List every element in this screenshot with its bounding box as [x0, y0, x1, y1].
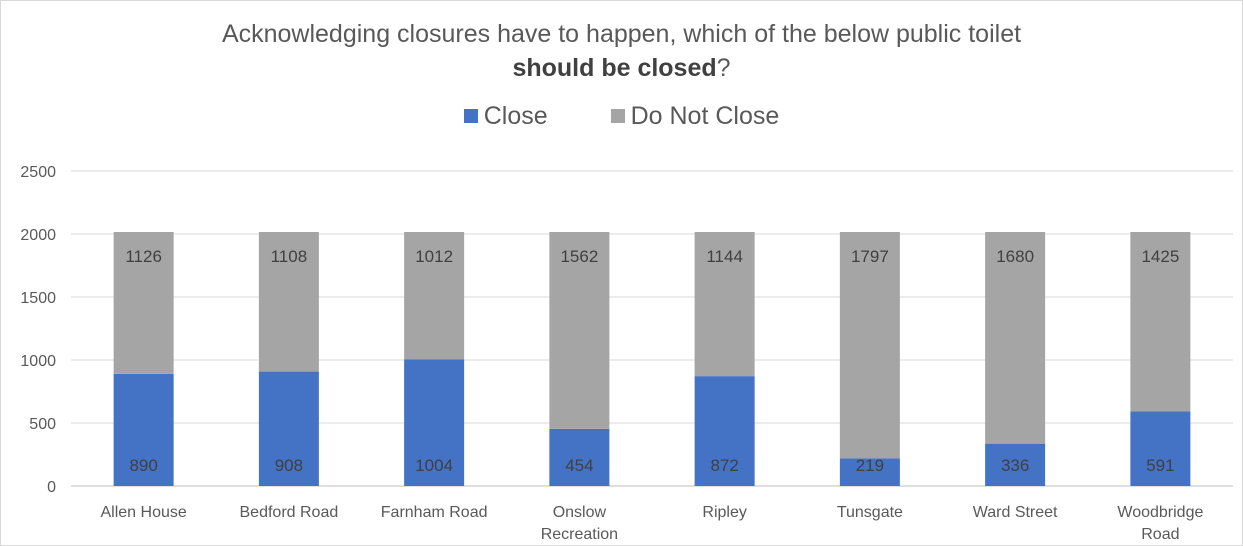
legend-item-do-not-close: Do Not Close [610, 101, 780, 131]
chart-title-suffix: ? [716, 54, 731, 82]
bar-segment-do-not-close [985, 231, 1046, 444]
data-label-close: 890 [129, 456, 157, 475]
data-label-close: 454 [565, 456, 593, 475]
bar-segment-do-not-close [258, 231, 319, 372]
x-tick-label: Road [1141, 526, 1179, 543]
bar-segment-close [404, 359, 465, 486]
x-tick-label: Allen House [100, 504, 186, 521]
x-tick-label: Tunsgate [837, 504, 903, 521]
bar-segment-close [1130, 411, 1191, 486]
y-tick-label: 1500 [20, 290, 56, 307]
chart-title-line2: should be closed? [1, 51, 1242, 85]
x-tick-label: Ward Street [973, 504, 1058, 521]
bar-segment-do-not-close [549, 231, 610, 429]
bar-segment-close [839, 458, 900, 486]
data-label-close: 1004 [415, 456, 453, 475]
data-label-close: 219 [856, 456, 884, 475]
y-tick-label: 2500 [20, 164, 56, 181]
x-tick-label: Bedford Road [240, 504, 339, 521]
bar-segment-close [113, 373, 174, 486]
legend-label-close: Close [483, 102, 548, 130]
data-label-close: 591 [1146, 456, 1174, 475]
bar-segment-do-not-close [404, 231, 465, 360]
data-label-do-not-close: 1797 [851, 247, 889, 266]
y-tick-label: 1000 [20, 353, 56, 370]
chart-title-line1: Acknowledging closures have to happen, w… [221, 20, 1022, 48]
bar-segment-do-not-close [839, 231, 900, 459]
data-label-close: 336 [1001, 456, 1029, 475]
data-label-do-not-close: 1680 [996, 247, 1034, 266]
data-label-do-not-close: 1562 [560, 247, 598, 266]
bar-segment-close [549, 428, 610, 486]
y-tick-label: 2000 [20, 227, 56, 244]
chart-title-emphasis: should be closed [512, 54, 717, 82]
legend-item-close: Close [463, 101, 548, 131]
data-label-do-not-close: 1144 [706, 247, 743, 266]
chart-title: Acknowledging closures have to happen, w… [1, 17, 1242, 85]
chart-legend: Close Do Not Close [1, 101, 1242, 131]
y-tick-label: 0 [47, 479, 56, 496]
data-label-do-not-close: 1126 [125, 247, 162, 266]
legend-swatch-do-not-close [610, 109, 625, 123]
x-tick-label: Recreation [541, 526, 618, 543]
x-tick-label: Onslow [553, 504, 607, 521]
bar-segment-close [258, 371, 319, 486]
data-label-close: 908 [275, 456, 303, 475]
data-label-close: 872 [710, 456, 738, 475]
legend-label-do-not-close: Do Not Close [630, 102, 780, 130]
x-tick-label: Woodbridge [1117, 504, 1203, 521]
x-tick-label: Farnham Road [381, 504, 488, 521]
x-tick-label: Ripley [702, 504, 746, 521]
bar-segment-do-not-close [694, 231, 755, 377]
bar-segment-close [694, 376, 755, 486]
legend-swatch-close [463, 109, 478, 123]
data-label-do-not-close: 1012 [415, 247, 453, 266]
bar-segment-do-not-close [113, 231, 174, 374]
data-label-do-not-close: 1425 [1141, 247, 1179, 266]
data-label-do-not-close: 1108 [271, 247, 308, 266]
y-tick-label: 500 [29, 416, 56, 433]
bar-segment-close [985, 443, 1046, 486]
bar-segment-do-not-close [1130, 231, 1191, 412]
